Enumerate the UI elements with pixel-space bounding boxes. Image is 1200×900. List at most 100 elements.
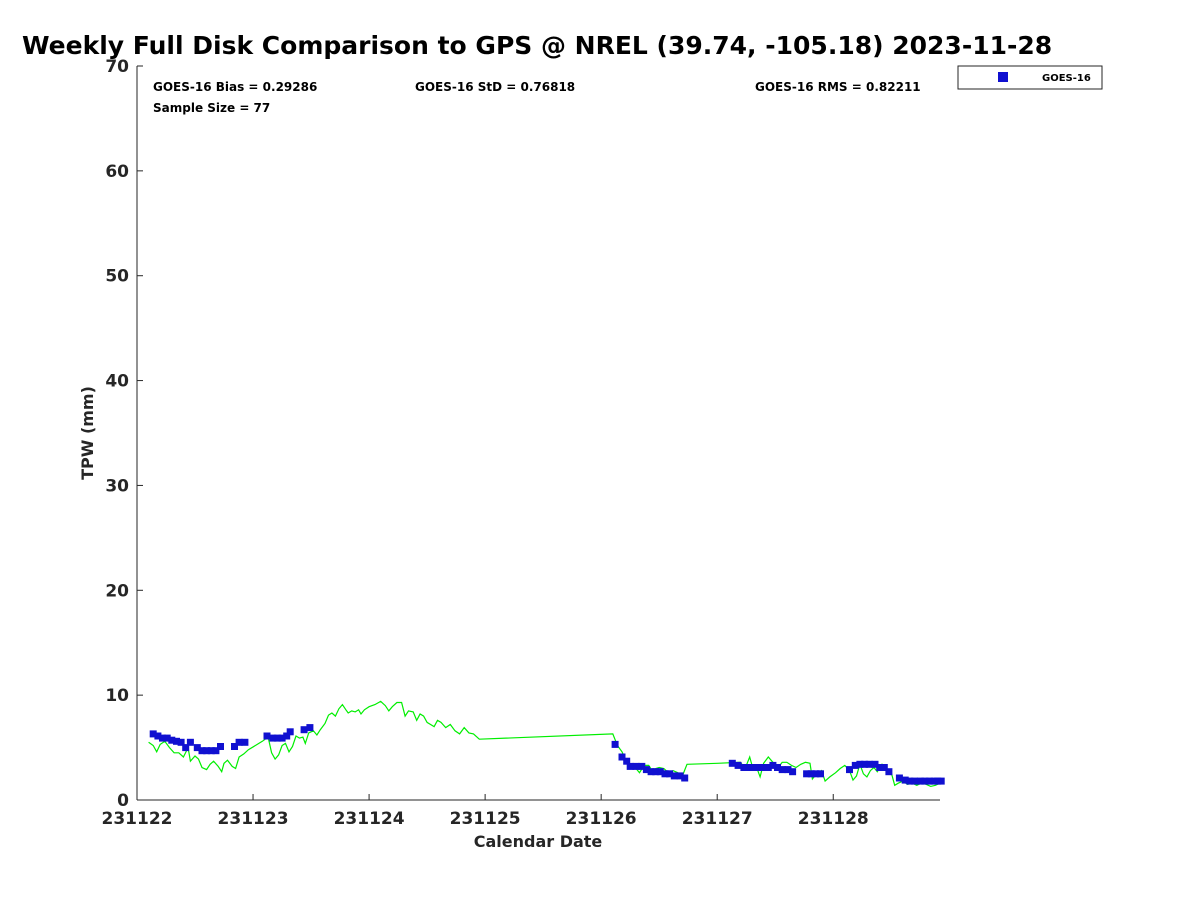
goes16-point	[856, 760, 864, 768]
goes16-point	[656, 768, 664, 776]
goes16-point	[880, 764, 888, 771]
goes16-point	[911, 777, 918, 785]
goes16-point	[754, 764, 762, 771]
goes16-point	[163, 734, 171, 742]
goes16-point	[263, 732, 271, 740]
goes16-point	[306, 724, 314, 732]
x-tick-label: 231123	[218, 809, 289, 829]
legend-box	[957, 65, 1103, 90]
goes16-point	[734, 761, 742, 769]
y-tick-label: 50	[105, 267, 129, 287]
chart-title: Weekly Full Disk Comparison to GPS @ NRE…	[22, 31, 1052, 60]
goes16-series	[149, 724, 945, 785]
goes16-point	[885, 768, 893, 776]
goes16-point	[681, 774, 689, 782]
goes16-point	[632, 762, 640, 770]
goes16-point	[159, 734, 166, 742]
goes16-point	[623, 757, 631, 765]
goes16-point	[661, 770, 669, 778]
y-tick-label: 30	[105, 476, 129, 496]
goes16-point	[168, 736, 176, 744]
x-axis-label: Calendar Date	[474, 832, 603, 851]
goes16-point	[876, 764, 884, 771]
sample-size-stat: Sample Size = 77	[153, 101, 270, 115]
goes16-point	[286, 728, 294, 736]
y-tick-label: 60	[105, 162, 129, 182]
goes16-point	[198, 747, 206, 755]
goes16-point	[921, 777, 929, 785]
goes16-point	[916, 777, 924, 785]
goes16-point	[906, 777, 914, 785]
goes16-point	[177, 738, 185, 746]
goes16-point	[182, 744, 190, 752]
y-tick-label: 10	[105, 686, 129, 706]
bias-stat: GOES-16 Bias = 0.29286	[153, 80, 317, 94]
x-tick-label: 231125	[450, 809, 521, 829]
legend-entry-goes16: GOES-16	[1042, 73, 1091, 84]
goes16-point	[926, 777, 934, 785]
goes16-point	[937, 777, 945, 785]
x-tick-label: 231124	[334, 809, 405, 829]
goes16-point	[851, 761, 859, 769]
goes16-point	[676, 772, 684, 780]
goes16-point	[749, 764, 757, 771]
y-tick-label: 0	[117, 791, 129, 811]
legend: GOES-16	[957, 65, 1103, 90]
goes16-point	[231, 743, 238, 750]
goes16-point	[759, 764, 766, 771]
goes16-point	[803, 770, 811, 778]
goes16-point	[212, 747, 220, 755]
goes16-point	[812, 770, 820, 778]
goes16-point	[807, 770, 815, 778]
goes16-point	[278, 734, 286, 742]
goes16-point	[764, 764, 772, 771]
goes16-point	[745, 764, 752, 771]
goes16-point	[778, 766, 786, 774]
goes16-point	[670, 772, 678, 780]
x-tick-label: 231122	[102, 809, 173, 829]
goes16-point	[642, 766, 650, 774]
goes16-point	[611, 740, 619, 748]
x-tick-label: 231126	[566, 809, 637, 829]
x-tick-label: 231127	[682, 809, 753, 829]
gps-series-line	[148, 700, 941, 788]
goes16-point	[217, 743, 224, 750]
goes16-point	[789, 768, 797, 776]
goes16-point	[774, 764, 781, 771]
goes16-point	[769, 761, 777, 769]
goes16-point	[817, 770, 824, 778]
goes16-point	[203, 747, 211, 755]
y-tick-label: 20	[105, 581, 129, 601]
goes16-point	[626, 762, 634, 770]
goes16-point	[865, 760, 873, 768]
goes16-point	[269, 734, 277, 742]
rms-stat: GOES-16 RMS = 0.82211	[755, 80, 921, 94]
goes16-point	[740, 764, 748, 771]
goes16-point	[666, 770, 674, 778]
gps-series	[148, 700, 941, 788]
goes16-point	[186, 738, 194, 746]
y-axis-ticks: 0 10 20 30 40 50 60 70	[105, 57, 143, 811]
y-tick-label: 40	[105, 372, 129, 392]
goes16-point	[901, 776, 909, 784]
x-axis-ticks: 231122 231123 231124 231125 231126 231127 2311…	[102, 794, 869, 829]
goes16-point	[241, 738, 249, 746]
plot-area: 0 10 20 30 40 50 60 70 231122 231123 231124 231125…	[102, 57, 945, 829]
goes16-point	[784, 766, 792, 774]
y-axis-label: TPW (mm)	[78, 386, 97, 480]
goes16-point	[300, 726, 308, 734]
goes16-point	[846, 766, 853, 774]
y-tick-label: 70	[105, 57, 129, 77]
goes16-point	[728, 759, 736, 767]
goes16-point	[618, 753, 626, 761]
goes16-point	[647, 768, 655, 776]
goes16-point	[173, 737, 180, 745]
goes16-point	[149, 730, 157, 738]
goes16-point	[652, 768, 660, 776]
goes16-point	[895, 774, 903, 782]
legend-square-marker	[998, 72, 1008, 82]
goes16-point	[273, 734, 281, 742]
goes16-point	[235, 738, 243, 746]
std-stat: GOES-16 StD = 0.76818	[415, 80, 575, 94]
goes16-point	[871, 760, 879, 768]
